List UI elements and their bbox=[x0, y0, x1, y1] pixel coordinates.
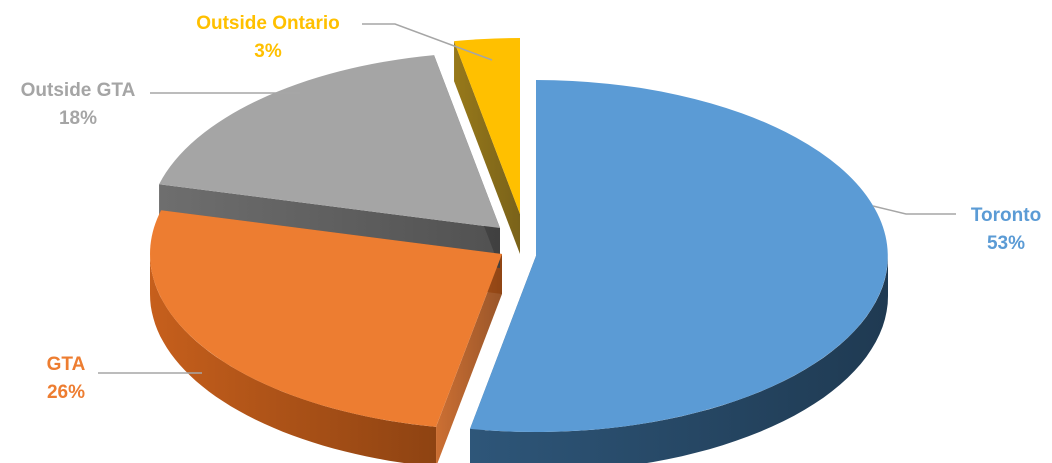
slice-outside-ontario bbox=[454, 37, 520, 214]
data-labels: Toronto 53% GTA 26% Outside GTA 18% Outside On… bbox=[21, 13, 1042, 403]
slice-side-gta bbox=[150, 254, 436, 463]
slice-side-toronto bbox=[470, 256, 888, 463]
data-label-percent: 3% bbox=[254, 41, 282, 62]
data-label-percent: 18% bbox=[59, 108, 97, 129]
leader-line-toronto bbox=[872, 205, 956, 215]
data-label-name: Toronto bbox=[971, 205, 1041, 226]
slice-tops bbox=[150, 37, 888, 432]
data-label-percent: 53% bbox=[987, 233, 1025, 254]
data-label-name: Outside Ontario bbox=[196, 13, 340, 34]
data-label-percent: 26% bbox=[47, 382, 85, 403]
slice-face-outside-ontario bbox=[454, 41, 520, 254]
data-label-outside-gta: Outside GTA 18% bbox=[21, 80, 136, 129]
data-label-toronto: Toronto 53% bbox=[971, 205, 1041, 254]
leader-lines bbox=[98, 23, 956, 374]
slice-outside-gta bbox=[159, 55, 500, 228]
slice-face-gta bbox=[436, 254, 502, 463]
slice-toronto bbox=[470, 80, 888, 432]
data-label-name: GTA bbox=[47, 354, 86, 375]
data-label-outside-ontario: Outside Ontario 3% bbox=[196, 13, 340, 62]
leader-line-outside-ontario bbox=[362, 23, 493, 61]
slice-gta bbox=[150, 210, 503, 427]
data-label-gta: GTA 26% bbox=[47, 354, 86, 403]
data-label-name: Outside GTA bbox=[21, 80, 136, 101]
